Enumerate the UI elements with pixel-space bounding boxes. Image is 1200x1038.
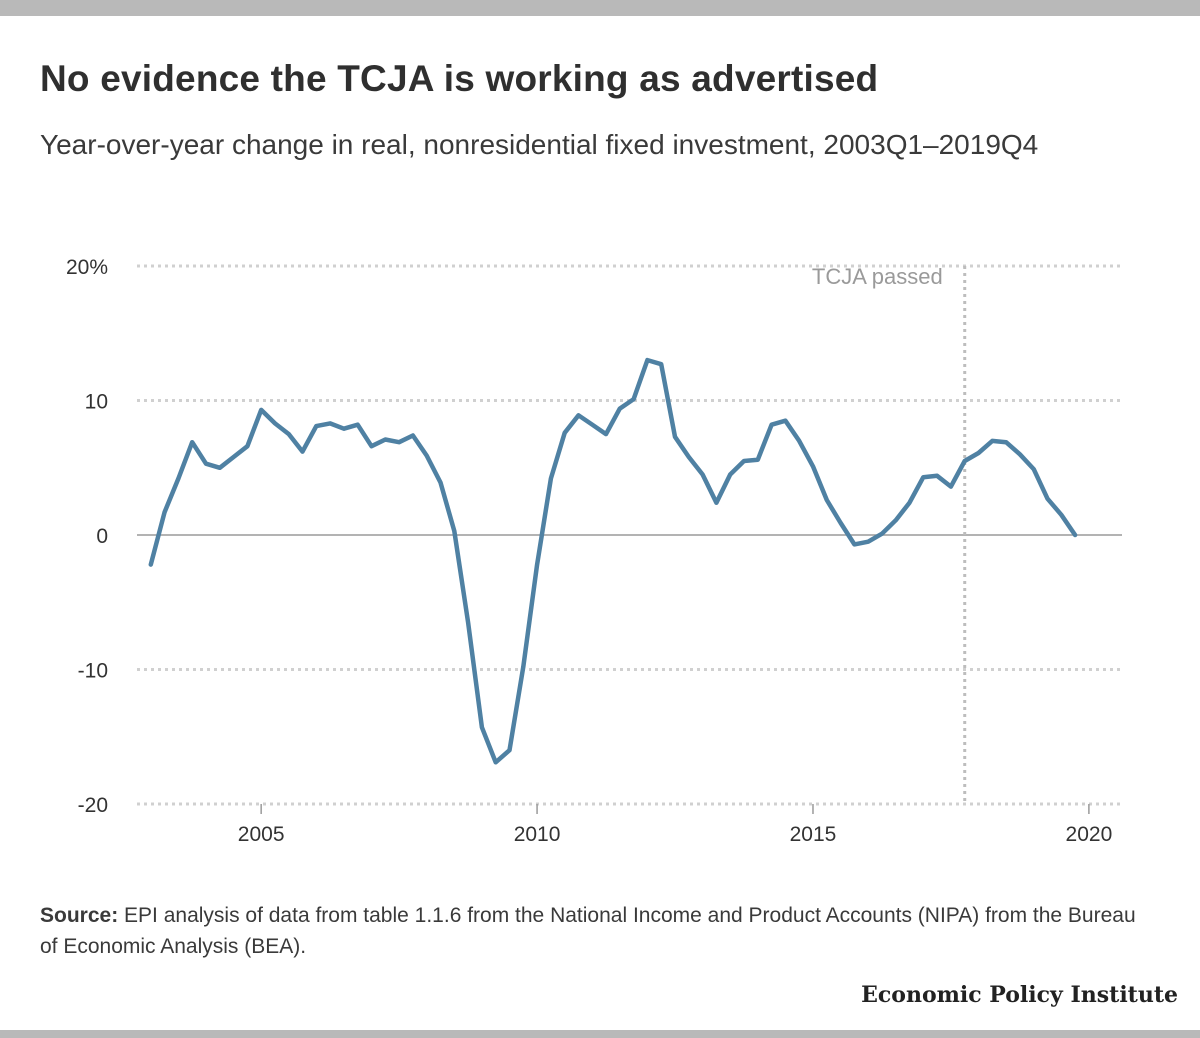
- source-text: EPI analysis of data from table 1.1.6 fr…: [40, 904, 1136, 958]
- bottom-border-bar: [0, 1030, 1200, 1038]
- x-tick-label: 2010: [514, 823, 561, 846]
- x-tick-label: 2020: [1066, 823, 1113, 846]
- chart-title: No evidence the TCJA is working as adver…: [40, 58, 879, 99]
- brand-logo: Economic Policy Institute: [861, 982, 1178, 1008]
- top-border-bar: [0, 0, 1200, 16]
- x-tick-label: 2005: [238, 823, 285, 846]
- y-tick-label: 20%: [66, 256, 108, 279]
- source-label: Source:: [40, 904, 119, 927]
- series-line: [148, 357, 1078, 765]
- line-chart: 20% 10 0 -10 -20 2005 2010 2015 2020 TCJA passed: [66, 256, 1122, 846]
- x-tick-label: 2015: [790, 823, 837, 846]
- chart-subtitle: Year-over-year change in real, nonreside…: [40, 129, 1039, 160]
- y-tick-label: 10: [85, 391, 108, 414]
- tcja-annotation-label: TCJA passed: [812, 264, 943, 289]
- y-tick-label: 0: [96, 525, 108, 548]
- y-tick-label: -10: [78, 660, 108, 683]
- y-tick-label: -20: [78, 794, 108, 817]
- source-note: Source: EPI analysis of data from table …: [40, 900, 1150, 962]
